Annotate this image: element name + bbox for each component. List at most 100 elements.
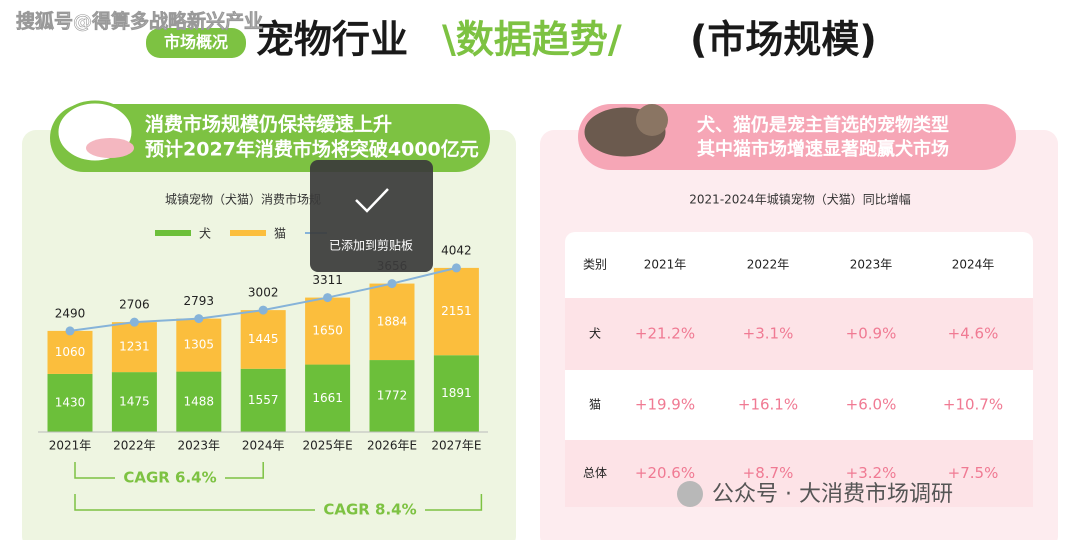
toast-text: 已添加到剪贴板 (329, 238, 413, 253)
table-cell: +20.6% (635, 464, 695, 482)
value-label: 1557 (248, 393, 279, 407)
value-label: 1650 (312, 324, 343, 338)
bar-segment (47, 373, 93, 432)
value-label: 1488 (184, 394, 215, 408)
left-banner-line2: 预计2027年消费市场将突破4000亿元 (145, 138, 479, 161)
table-cell: +21.2% (635, 325, 695, 343)
table-header-cell: 2021年 (644, 258, 687, 272)
table-header-cell: 2022年 (747, 258, 790, 272)
total-point (258, 305, 268, 315)
table-cell: +10.7% (943, 396, 1003, 414)
total-label: 3002 (248, 286, 279, 300)
bar-segment (111, 322, 157, 373)
value-label: 1305 (184, 338, 215, 352)
dog-icon-body (86, 138, 134, 158)
left-banner (50, 104, 490, 172)
title: 宠物行业 (256, 18, 408, 62)
cagr-bg (315, 500, 425, 520)
right-banner-line2: 其中猫市场增速显著跑赢犬市场 (697, 138, 949, 160)
x-tick-label: 2025年E (303, 439, 353, 453)
table-cell: +3.2% (846, 464, 897, 482)
table-cell: 犬 (589, 327, 601, 341)
bar-segment (240, 368, 286, 432)
bar-segment (240, 310, 286, 369)
total-point (451, 263, 461, 273)
table-cell: 猫 (589, 398, 601, 412)
badge-text: 市场概况 (164, 33, 228, 52)
legend-label: 猫 (274, 227, 286, 241)
x-tick-label: 2027年E (431, 439, 481, 453)
bar-segment (305, 297, 351, 365)
watermark-bottom: 公众号 · 大消费市场调研 (712, 482, 953, 507)
total-point (323, 293, 333, 303)
x-tick-label: 2024年 (242, 439, 285, 453)
table-title: 2021-2024年城镇宠物（犬猫）同比增幅 (689, 192, 910, 207)
table-cell: +6.0% (846, 396, 897, 414)
x-tick-label: 2021年 (49, 439, 92, 453)
total-label: 4042 (441, 243, 472, 257)
bar-segment (47, 330, 93, 374)
value-label: 1231 (119, 340, 150, 354)
value-label: 1060 (55, 345, 86, 359)
total-label: 3311 (312, 273, 343, 287)
total-point (194, 314, 204, 324)
title-end: (市场规模) (690, 18, 877, 62)
left-banner-line1: 消费市场规模仍保持缓速上升 (145, 113, 392, 136)
total-point (129, 317, 139, 327)
table-cell: +7.5% (948, 464, 999, 482)
value-label: 2151 (441, 304, 472, 318)
cagr-bracket (74, 494, 483, 511)
wechat-icon (677, 481, 703, 507)
x-tick-label: 2022年 (113, 439, 156, 453)
cagr-label: CAGR 6.4% (123, 469, 216, 487)
value-label: 1445 (248, 332, 279, 346)
right-banner-line1: 犬、猫仍是宠主首选的宠物类型 (697, 114, 949, 136)
bar-segment (369, 283, 415, 361)
value-label: 1884 (377, 314, 408, 328)
cagr-label: CAGR 8.4% (323, 501, 416, 519)
chart-title: 城镇宠物（犬猫）消费市场规 (165, 192, 321, 207)
toast-check (355, 188, 389, 213)
bar-segment (433, 267, 479, 356)
x-tick-label: 2023年 (178, 439, 221, 453)
value-label: 1475 (119, 395, 150, 409)
table-row-bg (565, 298, 1033, 370)
total-point (387, 279, 397, 289)
badge (146, 28, 246, 58)
total-label: 2793 (184, 294, 215, 308)
cagr-bg (115, 468, 225, 488)
value-label: 1891 (441, 386, 472, 400)
x-tick-label: 2026年E (367, 439, 417, 453)
table-cell: +4.6% (948, 325, 999, 343)
title-mid: \数据趋势/ (442, 18, 622, 62)
legend-swatch (230, 230, 266, 236)
bar-segment (111, 372, 157, 432)
bar-segment (369, 360, 415, 432)
value-label: 1772 (377, 389, 408, 403)
total-point (65, 326, 75, 336)
chart: 犬 猫 1430 1060 2021年 1475 1231 2022年 1488 1305 2023… (38, 227, 488, 520)
table-cell: +8.7% (743, 464, 794, 482)
table-cell: +3.1% (743, 325, 794, 343)
value-label: 1430 (55, 395, 86, 409)
total-label: 2706 (119, 298, 150, 312)
table-header-cell: 类别 (583, 258, 607, 272)
legend-label: 犬 (199, 227, 211, 241)
bar-segment (176, 371, 222, 432)
bar-segment (433, 355, 479, 432)
table-cell: +19.9% (635, 396, 695, 414)
table-cell: 总体 (583, 466, 607, 480)
value-label: 1661 (312, 391, 343, 405)
table-cell: +16.1% (738, 396, 798, 414)
toast (310, 160, 433, 272)
table-header-cell: 2024年 (952, 258, 995, 272)
watermark-top: 搜狐号@得算多战略新兴产业 (16, 10, 263, 33)
cat-icon-head (636, 104, 668, 136)
total-label: 2490 (55, 306, 86, 320)
table-cell: +0.9% (846, 325, 897, 343)
legend-swatch (155, 230, 191, 236)
bar-segment (305, 364, 351, 432)
table-row-bg (565, 440, 1033, 507)
